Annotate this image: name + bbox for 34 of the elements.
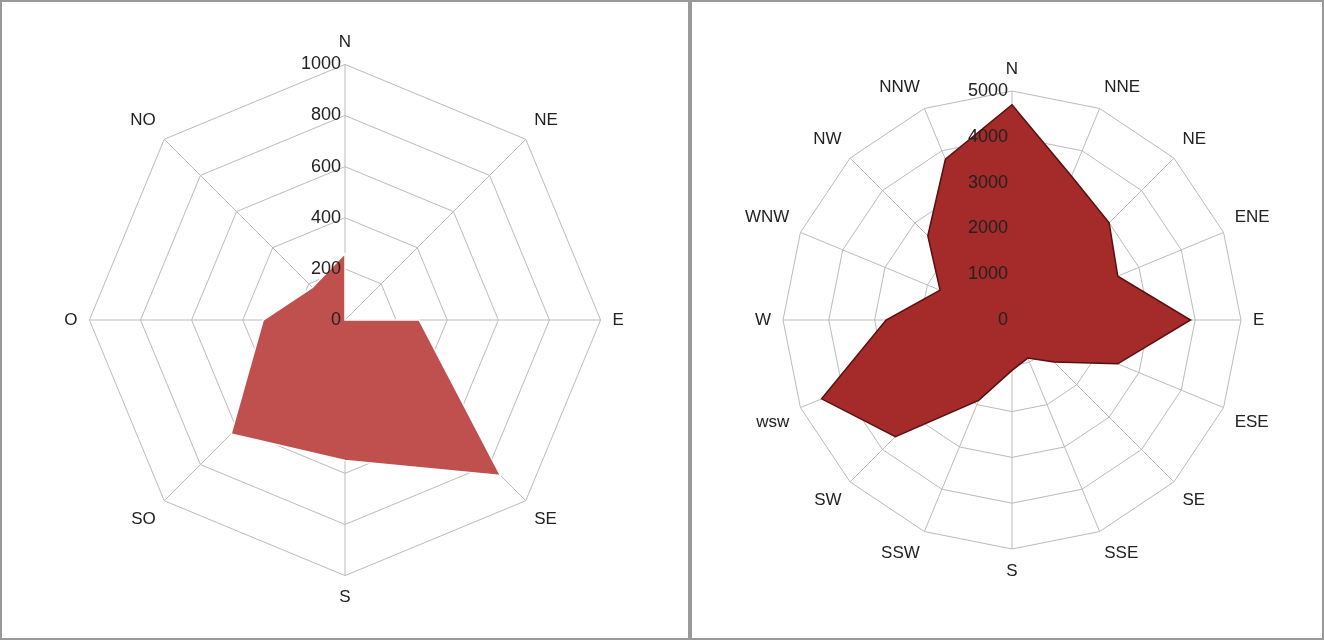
spoke-label: O (64, 309, 78, 329)
spoke-label: W (754, 309, 772, 329)
spoke-label: SSE (1104, 542, 1139, 562)
y-tick-label: 1000 (967, 263, 1008, 284)
spoke-label: wsw (755, 412, 791, 432)
y-tick-label: 400 (310, 206, 341, 227)
spoke-label: S (339, 587, 351, 607)
y-tick-label: 3000 (967, 171, 1008, 192)
spoke-label: NNW (879, 76, 920, 96)
spoke-label: NO (130, 110, 156, 130)
spoke-label: S (1006, 560, 1018, 580)
spoke-label: SO (131, 509, 156, 529)
spoke-label: NNE (1104, 76, 1141, 96)
y-tick-label: 0 (330, 308, 341, 329)
spoke-label: ENE (1234, 207, 1270, 227)
y-tick-label: 0 (997, 308, 1008, 329)
y-tick-label: 800 (310, 104, 341, 125)
spoke-label: N (338, 31, 352, 51)
spoke-label: SW (814, 490, 842, 510)
spoke-label: E (612, 309, 624, 329)
y-tick-label: 2000 (967, 217, 1008, 238)
spoke-label: SSW (881, 542, 920, 562)
spoke-label: ESE (1234, 412, 1269, 432)
y-tick-label: 600 (310, 155, 341, 176)
y-tick-label: 1000 (300, 53, 341, 74)
spoke-label: SE (1182, 490, 1206, 510)
spoke-label: E (1252, 309, 1265, 329)
spoke-label: NE (534, 110, 558, 130)
spoke-label: N (1005, 58, 1019, 78)
spoke-label: WNW (744, 207, 790, 227)
y-tick-label: 5000 (967, 79, 1008, 100)
spoke-label: NE (1182, 129, 1207, 149)
spoke-label: SE (534, 509, 557, 529)
spoke-label: NW (813, 129, 842, 149)
